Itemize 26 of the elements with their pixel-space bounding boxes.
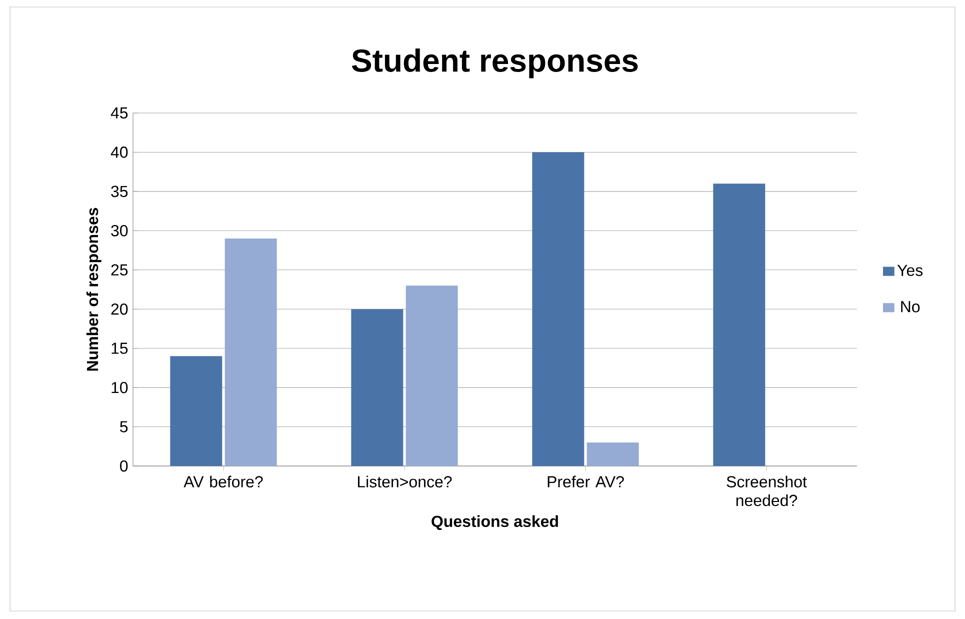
- bar: [406, 286, 458, 466]
- x-tick-label: Listen>once?: [358, 476, 452, 488]
- x-tick-label: Screenshot needed?: [726, 476, 807, 506]
- y-tick-label: 40: [110, 146, 128, 158]
- y-axis-title: Number of responses: [86, 208, 102, 371]
- bar: [586, 442, 639, 466]
- legend-label: No: [901, 301, 920, 312]
- y-tick-label: 0: [120, 460, 128, 472]
- y-tick-label: 45: [110, 107, 128, 119]
- legend-label: Yes: [897, 264, 923, 276]
- chart-title: Student responses: [352, 48, 638, 78]
- y-tick-label: 15: [112, 342, 128, 354]
- bar: [170, 356, 222, 466]
- y-tick-label: 20: [111, 303, 128, 315]
- bar: [532, 152, 584, 466]
- y-tick-label: 10: [112, 382, 128, 394]
- y-tick-label: 30: [111, 225, 128, 236]
- y-tick-label: 25: [111, 264, 128, 276]
- y-tick-label: 35: [111, 186, 128, 198]
- y-tick-label: 5: [120, 421, 128, 432]
- bar: [713, 184, 766, 466]
- x-tick-label: AV before?: [184, 476, 263, 488]
- x-axis-title: Questions asked: [432, 515, 558, 530]
- x-tick-label: Prefer AV?: [548, 476, 624, 488]
- bar: [224, 238, 277, 466]
- bar: [351, 309, 404, 466]
